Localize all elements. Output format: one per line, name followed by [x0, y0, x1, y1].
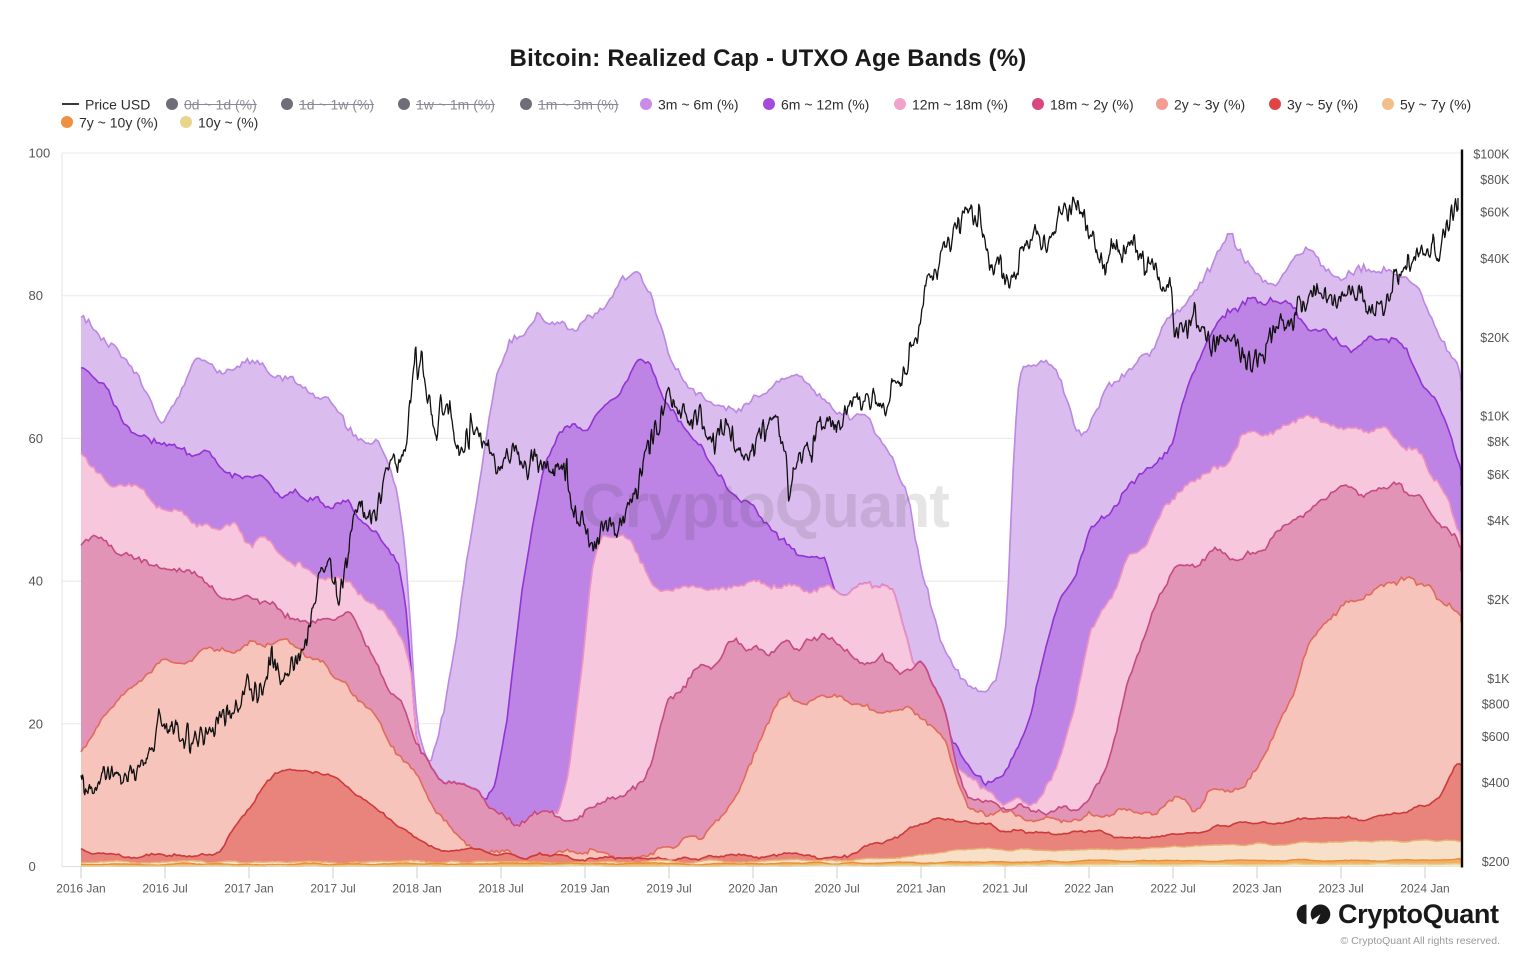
svg-text:0: 0 [29, 859, 36, 874]
svg-text:2024 Jan: 2024 Jan [1400, 882, 1449, 896]
svg-text:2018 Jul: 2018 Jul [478, 882, 523, 896]
svg-text:$60K: $60K [1480, 206, 1510, 220]
svg-text:2020 Jan: 2020 Jan [728, 882, 777, 896]
svg-text:2016 Jul: 2016 Jul [142, 882, 187, 896]
svg-text:$10K: $10K [1480, 410, 1510, 424]
svg-text:2017 Jan: 2017 Jan [224, 882, 273, 896]
svg-text:$6K: $6K [1487, 468, 1510, 482]
svg-text:$600: $600 [1482, 730, 1510, 744]
svg-text:$100K: $100K [1473, 148, 1510, 162]
svg-text:2021 Jan: 2021 Jan [896, 882, 945, 896]
svg-text:40: 40 [29, 574, 43, 589]
svg-text:2016 Jan: 2016 Jan [56, 882, 105, 896]
svg-text:20: 20 [29, 716, 43, 731]
svg-text:$40K: $40K [1480, 252, 1510, 266]
svg-text:2018 Jan: 2018 Jan [392, 882, 441, 896]
svg-text:2023 Jul: 2023 Jul [1318, 882, 1363, 896]
svg-text:100: 100 [29, 146, 51, 161]
svg-text:2019 Jan: 2019 Jan [560, 882, 609, 896]
svg-text:$800: $800 [1482, 697, 1510, 711]
svg-text:60: 60 [29, 431, 43, 446]
svg-text:2022 Jul: 2022 Jul [1150, 882, 1195, 896]
svg-text:CryptoQuant: CryptoQuant [1338, 899, 1499, 929]
svg-text:$1K: $1K [1487, 672, 1510, 686]
svg-text:© CryptoQuant All rights reser: © CryptoQuant All rights reserved. [1341, 935, 1500, 947]
svg-text:$400: $400 [1482, 776, 1510, 790]
svg-text:$2K: $2K [1487, 593, 1510, 607]
svg-text:$8K: $8K [1487, 435, 1510, 449]
svg-text:$4K: $4K [1487, 514, 1510, 528]
svg-text:CryptoQuant: CryptoQuant [581, 472, 949, 541]
svg-text:2020 Jul: 2020 Jul [814, 882, 859, 896]
svg-text:80: 80 [29, 288, 43, 303]
svg-text:2022 Jan: 2022 Jan [1064, 882, 1113, 896]
svg-text:2017 Jul: 2017 Jul [310, 882, 355, 896]
svg-text:$20K: $20K [1480, 331, 1510, 345]
svg-text:$200: $200 [1482, 855, 1510, 869]
svg-text:2019 Jul: 2019 Jul [646, 882, 691, 896]
svg-text:2021 Jul: 2021 Jul [982, 882, 1027, 896]
svg-text:2023 Jan: 2023 Jan [1232, 882, 1281, 896]
svg-text:$80K: $80K [1480, 173, 1510, 187]
